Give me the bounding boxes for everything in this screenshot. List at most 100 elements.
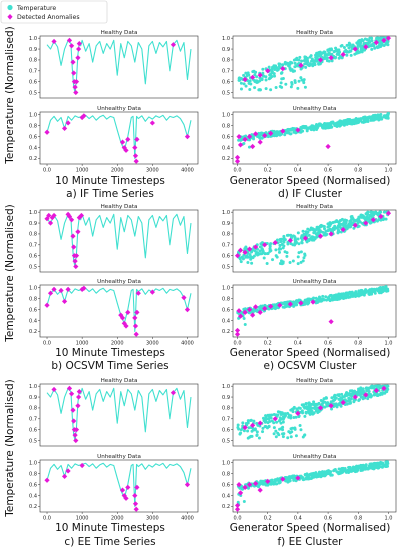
temperature-point xyxy=(299,428,303,432)
temperature-point xyxy=(354,120,358,124)
anomaly-marker xyxy=(272,240,278,246)
temperature-point xyxy=(299,260,303,264)
temperature-point xyxy=(280,262,284,266)
x-tick-label: 2000 xyxy=(111,168,124,174)
subplot-title: Healthy Data xyxy=(296,30,333,36)
y-tick-label: 0.6 xyxy=(222,482,230,488)
anomaly-marker xyxy=(253,480,259,487)
temperature-point xyxy=(361,387,365,391)
subplot-title: Healthy Data xyxy=(296,378,333,384)
temperature-point xyxy=(358,38,362,42)
temperature-point xyxy=(330,396,334,400)
anomaly-marker xyxy=(181,294,187,301)
temperature-point xyxy=(297,79,301,83)
temperature-point xyxy=(240,487,244,491)
temperature-point xyxy=(279,421,283,425)
anomaly-marker xyxy=(378,213,384,220)
x-tick-label: 3000 xyxy=(146,168,159,174)
temperature-point xyxy=(386,43,390,47)
temperature-point xyxy=(281,417,285,421)
temperature-point xyxy=(301,229,305,233)
temperature-point xyxy=(272,421,276,425)
anomaly-marker xyxy=(317,57,324,63)
temperature-point xyxy=(300,59,304,63)
temperature-point xyxy=(335,296,339,300)
temperature-point xyxy=(359,41,363,45)
y-tick-label: 0.6 xyxy=(29,307,37,313)
plot-area xyxy=(44,285,192,337)
legend-marker-anomalies xyxy=(7,14,13,20)
anomaly-marker xyxy=(125,484,131,490)
temperature-point xyxy=(255,80,259,84)
panel-ee-time-series: Healthy Data 0.5 0.6 0.7 0.8 0.9 1.0 Unhealthy… xyxy=(4,378,199,548)
temperature-point xyxy=(375,116,379,120)
anomaly-marker xyxy=(236,308,242,314)
plot-area xyxy=(234,285,390,337)
temperature-point xyxy=(355,464,359,468)
temperature-point xyxy=(244,71,248,75)
temperature-point xyxy=(342,45,346,49)
temperature-point xyxy=(363,216,367,220)
temperature-point xyxy=(281,435,285,439)
y-tick-label: 0.5 xyxy=(222,264,230,270)
temperature-point xyxy=(347,46,351,50)
temperature-point xyxy=(318,62,322,66)
temperature-point xyxy=(265,262,269,266)
temperature-point xyxy=(264,75,268,79)
temperature-point xyxy=(366,289,370,293)
x-tick-label: 0.0 xyxy=(234,516,242,522)
temperature-point xyxy=(312,411,316,415)
temperature-point xyxy=(274,132,278,136)
temperature-point xyxy=(340,43,344,47)
anomaly-marker xyxy=(236,482,242,488)
anomaly-marker xyxy=(73,253,80,259)
temperature-point xyxy=(336,226,340,230)
temperature-point xyxy=(246,421,250,425)
anomaly-marker xyxy=(310,299,316,305)
axes-frame xyxy=(39,35,199,99)
anomaly-marker xyxy=(121,492,127,499)
anomaly-marker xyxy=(352,222,358,228)
temperature-point xyxy=(359,466,363,470)
panel-caption: b) OCSVM Time Series xyxy=(51,360,168,372)
temperature-point xyxy=(239,76,243,80)
temperature-point xyxy=(364,387,368,391)
x-axis-label: Generator Speed (Normalised) xyxy=(230,522,391,534)
temperature-point xyxy=(308,237,312,241)
y-tick-label: 1.0 xyxy=(29,210,37,216)
temperature-point xyxy=(246,419,250,423)
anomaly-marker xyxy=(72,258,78,264)
x-tick-label: 0.2 xyxy=(264,341,272,347)
temperature-point xyxy=(281,415,285,419)
y-tick-label: 0.9 xyxy=(222,47,230,53)
y-tick-label: 0.6 xyxy=(29,482,37,488)
temperature-point xyxy=(304,406,308,410)
temperature-point xyxy=(246,71,250,75)
temperature-point xyxy=(368,220,372,224)
temperature-point xyxy=(349,122,353,126)
temperature-point xyxy=(302,78,306,82)
temperature-point xyxy=(384,389,388,393)
temperature-point xyxy=(311,62,315,66)
temperature-point xyxy=(243,323,247,327)
anomaly-marker xyxy=(71,418,77,424)
temperature-point xyxy=(282,240,286,244)
temperature-point xyxy=(253,86,257,90)
temperature-point xyxy=(269,242,273,246)
anomaly-marker xyxy=(277,302,283,308)
temperature-point xyxy=(289,408,293,412)
temperature-point xyxy=(334,293,338,297)
temperature-point xyxy=(289,60,293,64)
temperature-point xyxy=(361,214,365,218)
temperature-point xyxy=(289,414,293,418)
subplot-healthy: Healthy Data 0.5 0.6 0.7 0.8 0.9 1.0 xyxy=(29,30,199,99)
y-tick-label: 0.8 xyxy=(222,123,230,129)
temperature-point xyxy=(301,435,305,439)
temperature-point xyxy=(288,132,292,136)
temperature-point xyxy=(281,63,285,67)
temperature-point xyxy=(304,401,308,405)
temperature-point xyxy=(294,415,298,419)
temperature-point xyxy=(327,126,331,130)
temperature-point xyxy=(274,435,278,439)
y-tick-label: 1.0 xyxy=(222,384,230,390)
